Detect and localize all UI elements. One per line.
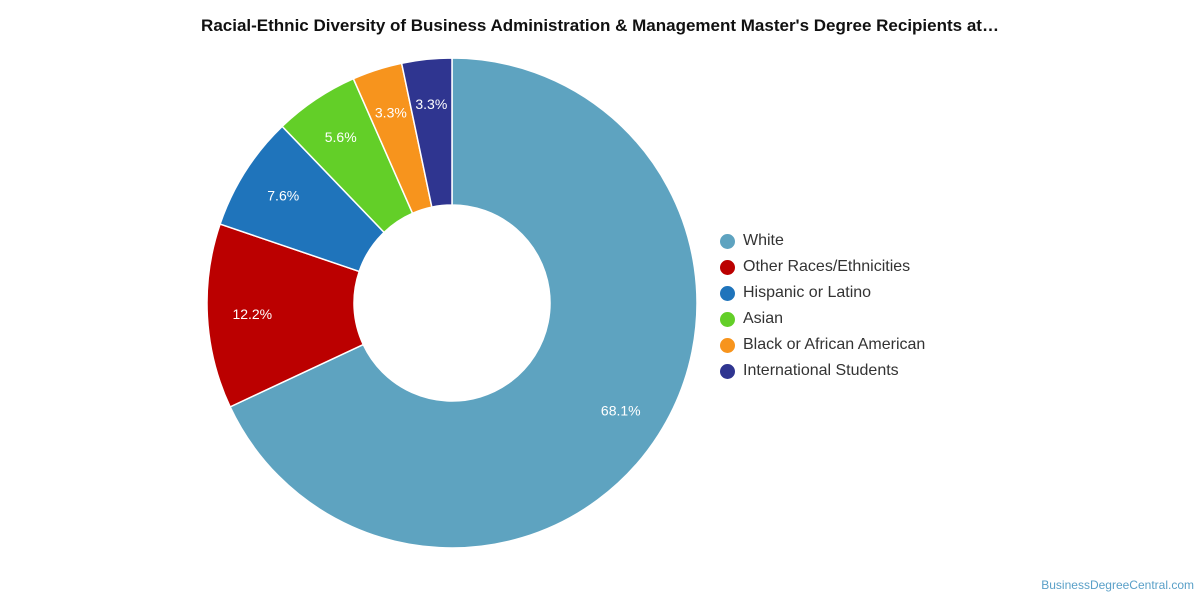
slice-other-races-ethnicities[interactable] [206,223,365,408]
legend-item-black-or-african-american[interactable]: Black or African American [720,332,925,358]
legend-item-white[interactable]: White [720,228,925,254]
legend-label: Other Races/Ethnicities [743,258,911,275]
legend-label: Asian [743,310,784,327]
chart-title: Racial-Ethnic Diversity of Business Admi… [201,16,999,35]
legend-swatch-hispanic-or-latino [720,285,735,301]
slice-white[interactable] [229,57,698,549]
legend-swatch-black-or-african-american [720,337,735,353]
slice-label-white: 68.1% [601,402,641,418]
legend-item-other-races-ethnicities[interactable]: Other Races/Ethnicities [720,254,925,280]
legend-swatch-international-students [720,363,735,379]
legend-swatch-other-races-ethnicities [720,259,735,275]
donut-slice-labels: 68.1% 12.2% 7.6% 5.6% 3.3% 3.3% [232,96,640,418]
legend-label: International Students [743,362,899,379]
credit-link[interactable]: BusinessDegreeCentral.com [1041,578,1194,592]
legend-item-asian[interactable]: Asian [720,306,925,332]
slice-label-other-races-ethnicities: 12.2% [232,306,272,322]
legend-label: Black or African American [743,336,926,353]
legend-label: White [743,232,784,249]
slice-label-asian: 5.6% [325,129,357,145]
slice-label-international-students: 3.3% [415,96,447,112]
donut-slices [206,57,698,549]
legend-label: Hispanic or Latino [743,284,872,301]
slice-label-hispanic-or-latino: 7.6% [267,188,299,204]
legend-item-hispanic-or-latino[interactable]: Hispanic or Latino [720,280,925,306]
legend-item-international-students[interactable]: International Students [720,358,925,384]
chart-legend: White Other Races/Ethnicities Hispanic or … [720,228,925,384]
legend-swatch-white [720,233,735,249]
slice-label-black-or-african-american: 3.3% [375,105,407,121]
slice-international-students[interactable] [400,57,453,208]
legend-swatch-asian [720,311,735,327]
